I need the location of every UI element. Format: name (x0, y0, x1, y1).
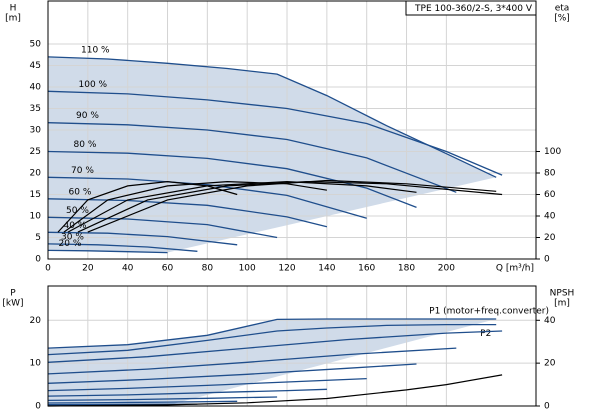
y2-axis-label: eta (555, 4, 570, 14)
y-tick-label: 10 (30, 212, 42, 222)
y-tick-label: 40 (30, 83, 42, 93)
curve (47, 323, 497, 356)
y2-axis-unit: [m] (554, 299, 570, 309)
curve (47, 249, 168, 254)
y2-tick-label: 60 (544, 190, 556, 200)
secondary-curve (63, 180, 327, 233)
curve (47, 347, 457, 375)
y-tick-label: 20 (30, 316, 42, 326)
y-tick-label: 10 (30, 359, 42, 369)
y2-tick-label: 20 (544, 359, 556, 369)
y-tick-label: 20 (30, 169, 42, 179)
y-axis-unit: [kW] (2, 299, 23, 309)
y-axis-label: H (10, 4, 17, 14)
curve (47, 400, 238, 404)
x-tick-label: 40 (122, 264, 134, 274)
curve-label: 90 % (76, 111, 99, 121)
curve (47, 150, 417, 209)
plot-frame (47, 0, 537, 260)
y2-axis-label: NPSH (550, 289, 575, 299)
y2-tick-label: 0 (544, 402, 550, 412)
secondary-curve (67, 180, 417, 233)
curve-label: P1 (motor+freq.converter) (429, 307, 549, 317)
chart-title: TPE 100-360/2-S, 3*400 V (414, 4, 533, 14)
plot-frame (47, 285, 537, 407)
curve (47, 377, 367, 392)
x-tick-label: 20 (82, 264, 94, 274)
curve (47, 231, 238, 246)
y-tick-label: 15 (30, 190, 41, 200)
x-tick-label: 160 (358, 264, 375, 274)
y2-tick-label: 40 (544, 212, 556, 222)
curve (47, 216, 278, 239)
curve-label: 100 % (79, 80, 108, 90)
curve-label: 80 % (74, 140, 97, 150)
curve (47, 176, 367, 219)
curve (47, 122, 457, 193)
y2-tick-label: 40 (544, 316, 556, 326)
curve (47, 330, 503, 363)
x-tick-label: 100 (239, 264, 256, 274)
secondary-curve (57, 180, 238, 233)
x-tick-label: 180 (398, 264, 415, 274)
curve (47, 243, 198, 252)
x-tick-label: 80 (202, 264, 214, 274)
x-tick-label: 60 (162, 264, 174, 274)
curve-label: 30 % (61, 232, 84, 242)
y-tick-label: 25 (30, 147, 41, 157)
curve-label: 20 % (59, 239, 82, 249)
operating-area (48, 319, 497, 406)
curve-label: 40 % (64, 221, 87, 231)
curve-label: P2 (480, 329, 491, 339)
x-axis-label: Q [m³/h] (496, 264, 534, 274)
curve (47, 388, 327, 397)
y2-axis-unit: [%] (554, 14, 570, 24)
y-tick-label: 0 (35, 402, 41, 412)
y-tick-label: 35 (30, 104, 41, 114)
secondary-curve (77, 180, 503, 233)
curve-label: 60 % (69, 187, 92, 197)
y-tick-label: 0 (35, 255, 41, 265)
y-tick-label: 5 (35, 233, 41, 243)
y2-tick-label: 80 (544, 169, 556, 179)
x-tick-label: 120 (278, 264, 295, 274)
title-box (405, 0, 537, 16)
curve (47, 363, 417, 384)
y-axis-unit: [m] (5, 14, 21, 24)
operating-area (48, 56, 497, 253)
curve (47, 318, 497, 349)
y2-tick-label: 100 (544, 147, 561, 157)
y2-tick-label: 0 (544, 255, 550, 265)
curve (47, 198, 328, 228)
curve-label: 70 % (71, 166, 94, 176)
x-tick-label: 140 (318, 264, 335, 274)
curve-label: 110 % (81, 45, 110, 55)
y-axis-label: P (10, 289, 16, 299)
y2-tick-label: 20 (544, 233, 556, 243)
curve (47, 396, 278, 402)
curve (47, 90, 503, 176)
secondary-curve (47, 374, 503, 407)
y-tick-label: 45 (30, 61, 41, 71)
y-tick-label: 30 (30, 126, 42, 136)
x-tick-label: 200 (438, 264, 455, 274)
x-tick-label: 0 (45, 264, 51, 274)
y-tick-label: 50 (30, 40, 42, 50)
